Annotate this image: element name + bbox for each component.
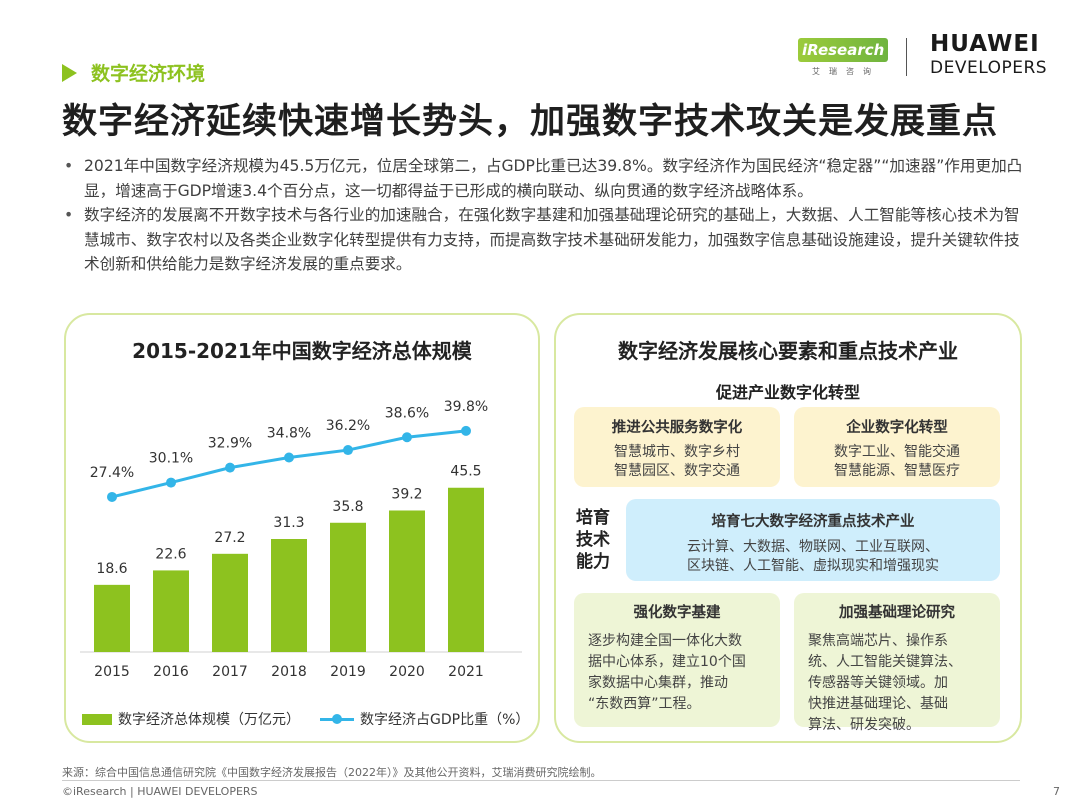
line-point-2015: [107, 491, 117, 502]
line-value-label: 34.8%: [267, 426, 311, 442]
bullet-item: 数字经济的发展离不开数字技术与各行业的加速融合，在强化数字基建和加强基础理论研究…: [62, 203, 1028, 277]
section-title: 数字经济环境: [91, 63, 206, 85]
box-enterprise: 企业数字化转型 数字工业、智能交通 智慧能源、智慧医疗: [794, 407, 1000, 487]
line-point-2018: [284, 452, 294, 463]
box-line: 区块链、人工智能、虚拟现实和增强现实: [687, 558, 939, 574]
page-title: 数字经济延续快速增长势头，加强数字技术攻关是发展重点: [62, 102, 999, 142]
bar-value-label: 18.6: [96, 561, 127, 577]
bullet-list: 2021年中国数字经济规模为45.5万亿元，位居全球第二，占GDP比重已达39.…: [62, 154, 1028, 277]
box-line: 逐步构建全国一体化大数: [588, 633, 742, 649]
box-body: 逐步构建全国一体化大数 据中心体系，建立10个国 家数据中心集群，推动 “东数西…: [574, 631, 780, 715]
line-point-2017: [225, 462, 235, 473]
box-line: 快推进基础理论、基础: [808, 696, 948, 712]
footer-divider: [62, 780, 1020, 781]
line-value-label: 32.9%: [208, 436, 252, 452]
line-value-label: 39.8%: [444, 399, 488, 415]
huawei-developers-logo: HUAWEI DEVELOPERS: [930, 33, 1047, 77]
line-point-2020: [402, 432, 412, 443]
box-public-service: 推进公共服务数字化 智慧城市、数字乡村 智慧园区、数字交通: [574, 407, 780, 487]
line-point-2016: [166, 477, 176, 488]
chart-panel: 2015-2021年中国数字经济总体规模 18.6 2015 22.6 2016 27.…: [64, 313, 540, 743]
bar-2017: [212, 553, 248, 652]
bullet-item: 2021年中国数字经济规模为45.5万亿元，位居全球第二，占GDP比重已达39.…: [62, 154, 1028, 203]
side-label: 培育 技术 能力: [576, 507, 620, 573]
iresearch-logo: iResearch 艾瑞咨询: [798, 38, 889, 78]
line-value-label: 38.6%: [385, 405, 429, 421]
bar-2015: [94, 584, 130, 652]
footer-copyright: ©iResearch | HUAWEI DEVELOPERS: [62, 785, 258, 798]
elements-panel: 数字经济发展核心要素和重点技术产业 促进产业数字化转型 推进公共服务数字化 智慧…: [554, 313, 1022, 743]
x-tick-label: 2019: [330, 664, 366, 680]
bar-2020: [389, 510, 425, 652]
box-line: 智慧园区、数字交通: [614, 463, 740, 479]
legend-line-label: 数字经济占GDP比重（%）: [360, 712, 530, 728]
box-line: 智慧能源、智慧医疗: [834, 463, 960, 479]
box-line: 数字工业、智能交通: [834, 444, 960, 460]
box-title: 加强基础理论研究: [839, 605, 955, 621]
legend-bar-label: 数字经济总体规模（万亿元）: [118, 712, 300, 728]
elements-panel-title: 数字经济发展核心要素和重点技术产业: [618, 339, 958, 363]
box-line: “东数西算”工程。: [588, 696, 701, 712]
section-tag: 数字经济环境: [62, 59, 205, 86]
box-body: 云计算、大数据、物联网、工业互联网、 区块链、人工智能、虚拟现实和增强现实: [626, 538, 1000, 576]
bar-2016: [153, 570, 189, 652]
box-line: 算法、研发突破。: [808, 717, 920, 733]
x-tick-label: 2021: [448, 664, 484, 680]
box-title: 推进公共服务数字化: [611, 420, 743, 436]
side-label-line: 能力: [576, 552, 610, 572]
line-value-label: 27.4%: [90, 465, 134, 481]
box-title: 培育七大数字经济重点技术产业: [711, 514, 915, 530]
bar-value-label: 31.3: [273, 515, 304, 531]
box-digital-infra: 强化数字基建 逐步构建全国一体化大数 据中心体系，建立10个国 家数据中心集群，…: [574, 593, 780, 727]
box-line: 传感器等关键领域。加: [808, 675, 948, 691]
chart-canvas: 18.6 2015 22.6 2016 27.2 2017 31.3 2018 35.8 2019…: [80, 399, 522, 680]
line-value-label: 30.1%: [149, 451, 193, 467]
huawei-logo-line1: HUAWEI: [930, 31, 1040, 57]
bar-2021: [448, 487, 484, 652]
legend-bar-swatch: [82, 713, 112, 725]
bar-value-label: 45.5: [450, 464, 481, 480]
box-line: 智慧城市、数字乡村: [614, 444, 740, 460]
x-tick-label: 2018: [271, 664, 307, 680]
box-basic-research: 加强基础理论研究 聚焦高端芯片、操作系 统、人工智能关键算法、 传感器等关键领域…: [794, 593, 1000, 733]
line-point-2021: [461, 425, 471, 436]
side-label-line: 技术: [576, 530, 610, 550]
box-seven-industries: 培育七大数字经济重点技术产业 云计算、大数据、物联网、工业互联网、 区块链、人工…: [626, 499, 1000, 581]
bar-2018: [271, 539, 307, 652]
line-point-2019: [343, 445, 353, 456]
triangle-bullet-icon: [62, 63, 77, 82]
bar-value-label: 22.6: [155, 546, 186, 562]
box-title: 企业数字化转型: [846, 420, 948, 436]
bar-2019: [330, 522, 366, 652]
huawei-logo-line2: DEVELOPERS: [930, 58, 1048, 78]
iresearch-logo-text: iResearch: [798, 38, 889, 62]
page-number: 7: [1053, 785, 1060, 798]
box-body: 智慧城市、数字乡村 智慧园区、数字交通: [574, 443, 780, 481]
box-line: 聚焦高端芯片、操作系: [808, 633, 948, 649]
x-tick-label: 2017: [212, 664, 248, 680]
box-line: 云计算、大数据、物联网、工业互联网、: [687, 539, 939, 555]
box-line: 家数据中心集群，推动: [588, 675, 728, 691]
line-value-label: 36.2%: [326, 418, 370, 434]
x-tick-label: 2020: [389, 664, 425, 680]
bar-value-label: 35.8: [332, 499, 363, 515]
box-body: 数字工业、智能交通 智慧能源、智慧医疗: [794, 443, 1000, 481]
iresearch-logo-subtext: 艾瑞咨询: [812, 67, 880, 76]
source-note: 来源：综合中国信息通信研究院《中国数字经济发展报告（2022年）》及其他公开资料…: [62, 766, 602, 779]
logo-divider: [906, 38, 907, 76]
box-body: 聚焦高端芯片、操作系 统、人工智能关键算法、 传感器等关键领域。加 快推进基础理…: [794, 631, 1000, 736]
box-line: 统、人工智能关键算法、: [808, 654, 962, 670]
x-tick-label: 2015: [94, 664, 130, 680]
bar-value-label: 27.2: [214, 530, 245, 546]
x-tick-label: 2016: [153, 664, 189, 680]
elements-panel-subtitle: 促进产业数字化转型: [715, 383, 860, 402]
legend-line-swatch: [320, 713, 354, 724]
bar-value-label: 39.2: [391, 486, 422, 502]
chart-title: 2015-2021年中国数字经济总体规模: [132, 339, 472, 363]
box-line: 据中心体系，建立10个国: [588, 654, 746, 670]
side-label-line: 培育: [576, 508, 610, 528]
chart-legend: 数字经济总体规模（万亿元） 数字经济占GDP比重（%）: [82, 709, 529, 729]
box-title: 强化数字基建: [633, 605, 721, 621]
